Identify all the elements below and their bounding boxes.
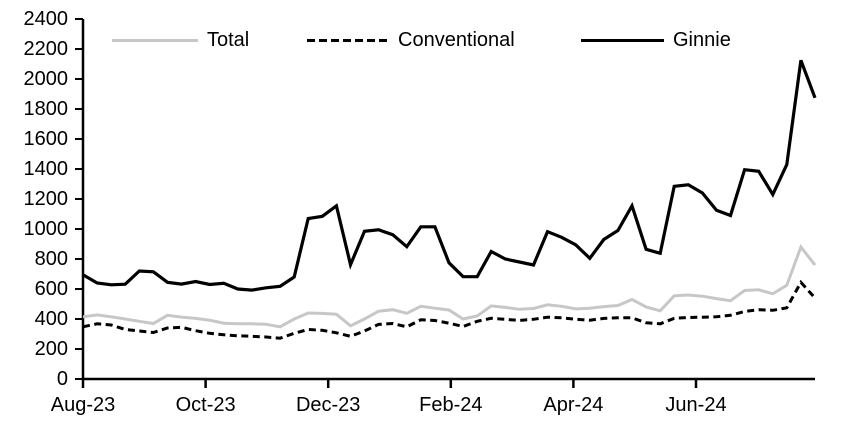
y-axis-tick-label: 1400 [24,158,69,180]
legend-label-total: Total [207,29,250,51]
y-axis-tick-label: 1000 [24,218,69,240]
y-axis-tick-label: 800 [35,248,68,270]
y-axis-tick-label: 1800 [24,98,69,120]
conventional-line-swatch-icon [307,38,389,42]
ginnie-line-swatch-icon [581,38,664,42]
y-axis-tick-label: 400 [35,308,68,330]
x-axis-tick-label: Aug-23 [51,394,116,416]
x-axis-tick-label: Apr-24 [543,394,603,416]
y-axis-tick-label: 1200 [24,188,69,210]
total-line-swatch-icon [112,38,198,42]
legend-label-conventional: Conventional [398,29,515,51]
legend-item-ginnie: Ginnie [581,28,731,52]
total-line [82,243,817,329]
x-axis-tick-label: Oct-23 [176,394,236,416]
y-axis-tick-label: 2200 [24,38,69,60]
x-axis-tick-label: Feb-24 [419,394,482,416]
ginnie-line [82,59,817,292]
x-axis-tick-label: Jun-24 [665,394,726,416]
x-axis-tick-label: Dec-23 [296,394,360,416]
legend-item-total: Total [112,28,249,52]
y-axis-tick-label: 0 [57,368,68,390]
y-axis-tick-label: 200 [35,338,68,360]
y-axis-tick-label: 600 [35,278,68,300]
y-axis-tick-label: 2000 [24,68,69,90]
legend-label-ginnie: Ginnie [673,29,731,51]
legend-item-conventional: Conventional [307,28,515,52]
y-axis-tick-label: 2400 [24,8,69,30]
y-axis-tick-label: 1600 [24,128,69,150]
conventional-line [82,279,817,340]
